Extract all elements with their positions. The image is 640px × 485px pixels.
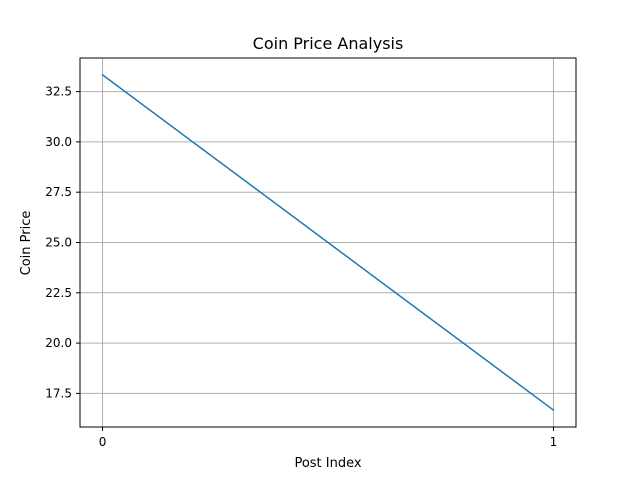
y-tick-label: 32.5 bbox=[45, 85, 72, 99]
y-tick-label: 20.0 bbox=[45, 336, 72, 350]
x-tick-label: 1 bbox=[550, 435, 558, 449]
x-axis-label: Post Index bbox=[294, 456, 361, 471]
y-tick-label: 27.5 bbox=[45, 185, 72, 199]
chart-title: Coin Price Analysis bbox=[253, 34, 404, 53]
y-tick-label: 30.0 bbox=[45, 135, 72, 149]
series-line bbox=[101, 73, 555, 412]
x-tick-label: 0 bbox=[99, 435, 107, 449]
y-tick-label: 17.5 bbox=[45, 386, 72, 400]
y-axis-label: Coin Price bbox=[19, 211, 34, 276]
y-tick-label: 22.5 bbox=[45, 286, 72, 300]
ticks: 17.5 20.0 22.5 25.0 27.5 30.0 32.5 0 1 bbox=[45, 85, 557, 449]
y-tick-label: 25.0 bbox=[45, 236, 72, 250]
grid bbox=[80, 58, 576, 427]
series-layer bbox=[101, 73, 555, 412]
